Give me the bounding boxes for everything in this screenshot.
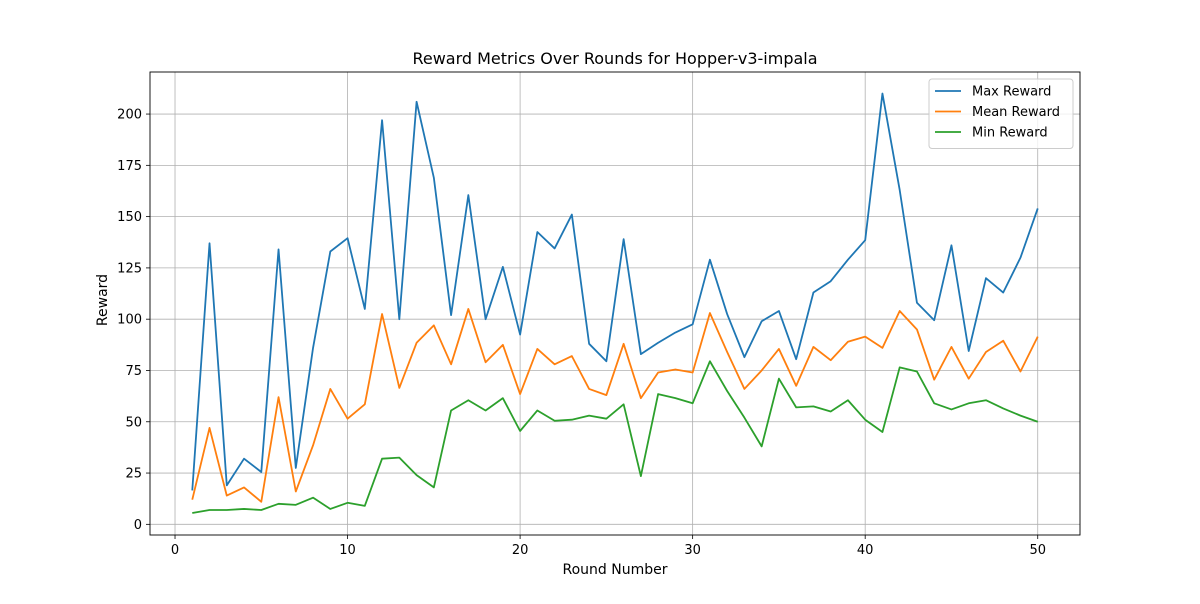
y-axis-label: Reward [95,274,111,326]
series-line-min-reward [192,360,1039,514]
legend-box [928,78,1074,149]
y-tick-label: 50 [125,415,142,430]
y-tick-label: 125 [117,261,142,276]
legend-label-min-reward: Min Reward [972,126,1048,141]
x-tick-label: 40 [857,543,874,558]
x-tick-label: 10 [339,543,356,558]
y-tick-label: 75 [125,364,142,379]
legend-label-max-reward: Max Reward [972,85,1051,100]
legend-label-mean-reward: Mean Reward [972,105,1060,120]
y-tick-label: 175 [117,159,142,174]
series-line-max-reward [191,92,1039,491]
chart-title: Reward Metrics Over Rounds for Hopper-v3… [412,49,817,68]
y-tick-label: 0 [134,518,142,533]
x-axis-label: Round Number [563,562,668,578]
y-tick-label: 200 [117,108,142,123]
x-tick-label: 0 [171,543,179,558]
y-tick-label: 150 [117,210,142,225]
y-tick-label: 100 [117,313,142,328]
y-tick-label: 25 [125,467,142,482]
x-tick-label: 50 [1029,543,1046,558]
series-line-mean-reward [191,308,1039,503]
series-layer [191,92,1039,514]
y-axis: 0 25 50 75 100 125 150 175 200 [117,108,150,533]
x-tick-label: 20 [512,543,529,558]
legend: Max Reward Mean Reward Min Reward [928,78,1074,149]
plot-frame [149,71,1081,536]
x-axis: 0 10 20 30 40 50 [171,535,1046,558]
x-tick-label: 30 [684,543,701,558]
